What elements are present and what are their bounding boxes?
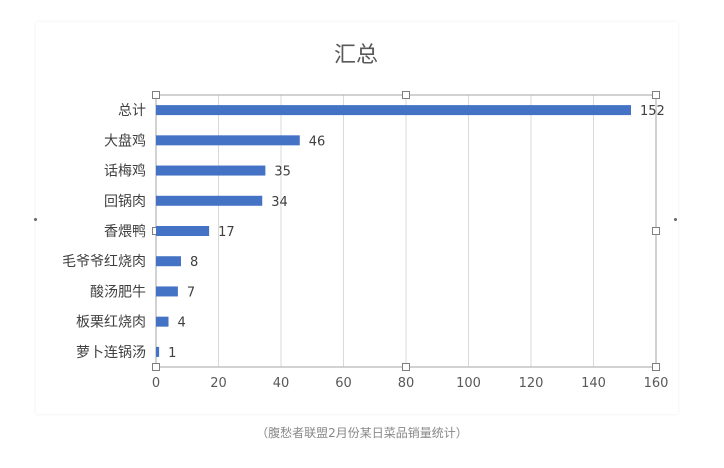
category-label: 香煨鸭	[104, 224, 146, 240]
x-tick-label: 0	[152, 376, 160, 391]
data-label: 7	[187, 285, 195, 300]
x-tick-label: 120	[519, 376, 544, 391]
left-edge-dot	[34, 218, 37, 221]
category-label: 话梅鸡	[104, 163, 146, 180]
category-label: 板栗红烧肉	[76, 315, 146, 331]
bar-1	[156, 135, 300, 146]
right-edge-dot	[674, 218, 677, 221]
selection-handle	[652, 91, 660, 99]
category-label: 回锅肉	[104, 194, 146, 210]
x-tick-label: 40	[273, 376, 290, 391]
selection-handle	[652, 363, 660, 371]
selection-handle	[402, 91, 410, 99]
chart-caption: （腹愁者联盟2月份某日菜品销量统计）	[256, 426, 468, 440]
bar-2	[156, 165, 266, 176]
x-tick-label: 20	[210, 376, 227, 391]
category-label: 酸汤肥牛	[90, 284, 146, 300]
selection-handle	[152, 363, 160, 371]
category-label: 大盘鸡	[104, 132, 146, 149]
bar-3	[156, 195, 263, 206]
bar-5	[156, 256, 181, 267]
x-tick-label: 80	[398, 376, 415, 391]
chart-frame: 汇总总计 152 大盘鸡 46 话梅鸡 35 回锅肉 34 香煨鸭 17 毛爷爷红烧肉 8 酸汤肥牛 7 板…	[36, 22, 678, 414]
category-label: 毛爷爷红烧肉	[62, 254, 146, 270]
data-label: 46	[309, 134, 326, 149]
data-label: 34	[271, 195, 288, 210]
category-label: 萝卜连锅汤	[76, 345, 146, 361]
selection-handle	[402, 363, 410, 371]
data-label: 8	[190, 255, 198, 270]
data-label: 4	[178, 316, 186, 331]
x-tick-label: 160	[644, 376, 669, 391]
bar-8	[156, 346, 160, 357]
category-label: 总计	[118, 103, 146, 119]
data-label: 17	[218, 225, 235, 240]
bar-4	[156, 226, 210, 236]
data-label: 35	[274, 165, 291, 180]
selection-handle	[152, 91, 160, 99]
data-label: 152	[640, 104, 665, 119]
bar-6	[156, 286, 178, 297]
x-tick-label: 60	[335, 376, 352, 391]
selection-handle	[652, 227, 660, 235]
x-tick-label: 100	[456, 376, 481, 391]
bar-0	[156, 105, 631, 116]
bar-7	[156, 316, 169, 327]
x-tick-label: 140	[581, 376, 606, 391]
data-label: 1	[168, 346, 176, 361]
chart-title: 汇总	[334, 43, 378, 68]
